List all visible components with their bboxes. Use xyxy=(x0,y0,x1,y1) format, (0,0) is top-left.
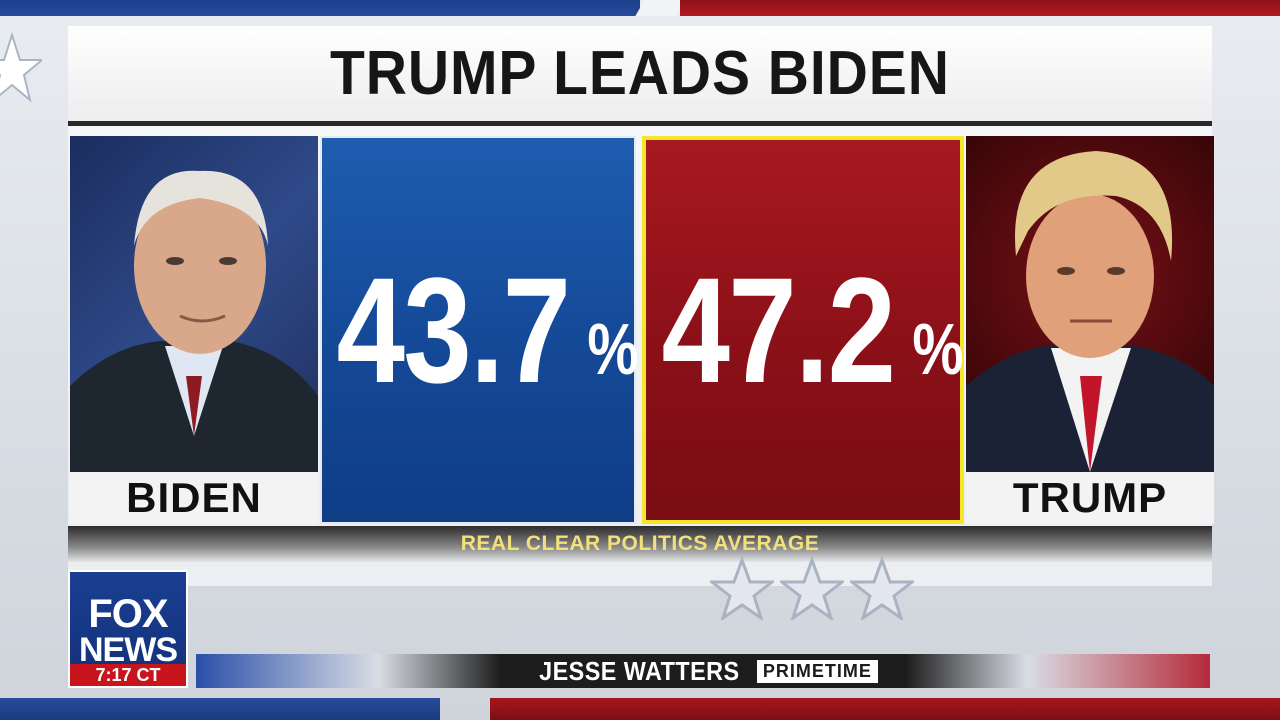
trump-name-label: TRUMP xyxy=(966,472,1214,524)
star-icon xyxy=(780,556,844,620)
trump-percent-sign: % xyxy=(912,310,964,390)
trump-percentage: 47.2 xyxy=(661,246,896,414)
top-stripe xyxy=(0,0,1280,20)
trump-percentage-box: 47.2 % xyxy=(642,136,964,524)
title-bar: TRUMP LEADS BIDEN xyxy=(68,26,1212,126)
graphic-title: TRUMP LEADS BIDEN xyxy=(330,39,950,108)
trump-portrait xyxy=(966,136,1214,472)
source-label: REAL CLEAR POLITICS AVERAGE xyxy=(460,532,820,555)
biden-percentage: 43.7 xyxy=(336,246,571,414)
logo-fox-text: FOX xyxy=(88,592,168,636)
fox-news-logo: FOX NEWS 7:17 CT xyxy=(68,570,188,688)
decorative-stars xyxy=(710,556,930,622)
graphic-panel: TRUMP LEADS BIDEN BIDEN 43.7 % 47.2 % xyxy=(68,26,1214,586)
biden-percent-sign: % xyxy=(587,310,639,390)
star-icon xyxy=(710,556,774,620)
biden-percentage-box: 43.7 % xyxy=(320,136,639,524)
star-icon xyxy=(0,31,42,103)
bottom-stripe xyxy=(0,698,1280,720)
star-icon xyxy=(850,556,914,620)
show-subtitle: PRIMETIME xyxy=(756,659,878,683)
source-bar: REAL CLEAR POLITICS AVERAGE xyxy=(68,526,1212,562)
show-title-bar: JESSE WATTERS PRIMETIME xyxy=(196,654,1210,688)
logo-news-text: NEWS xyxy=(79,631,178,669)
show-name: JESSE WATTERS xyxy=(539,655,740,686)
broadcast-time: 7:17 CT xyxy=(70,664,186,686)
biden-name-label: BIDEN xyxy=(70,472,318,524)
biden-portrait xyxy=(70,136,318,472)
